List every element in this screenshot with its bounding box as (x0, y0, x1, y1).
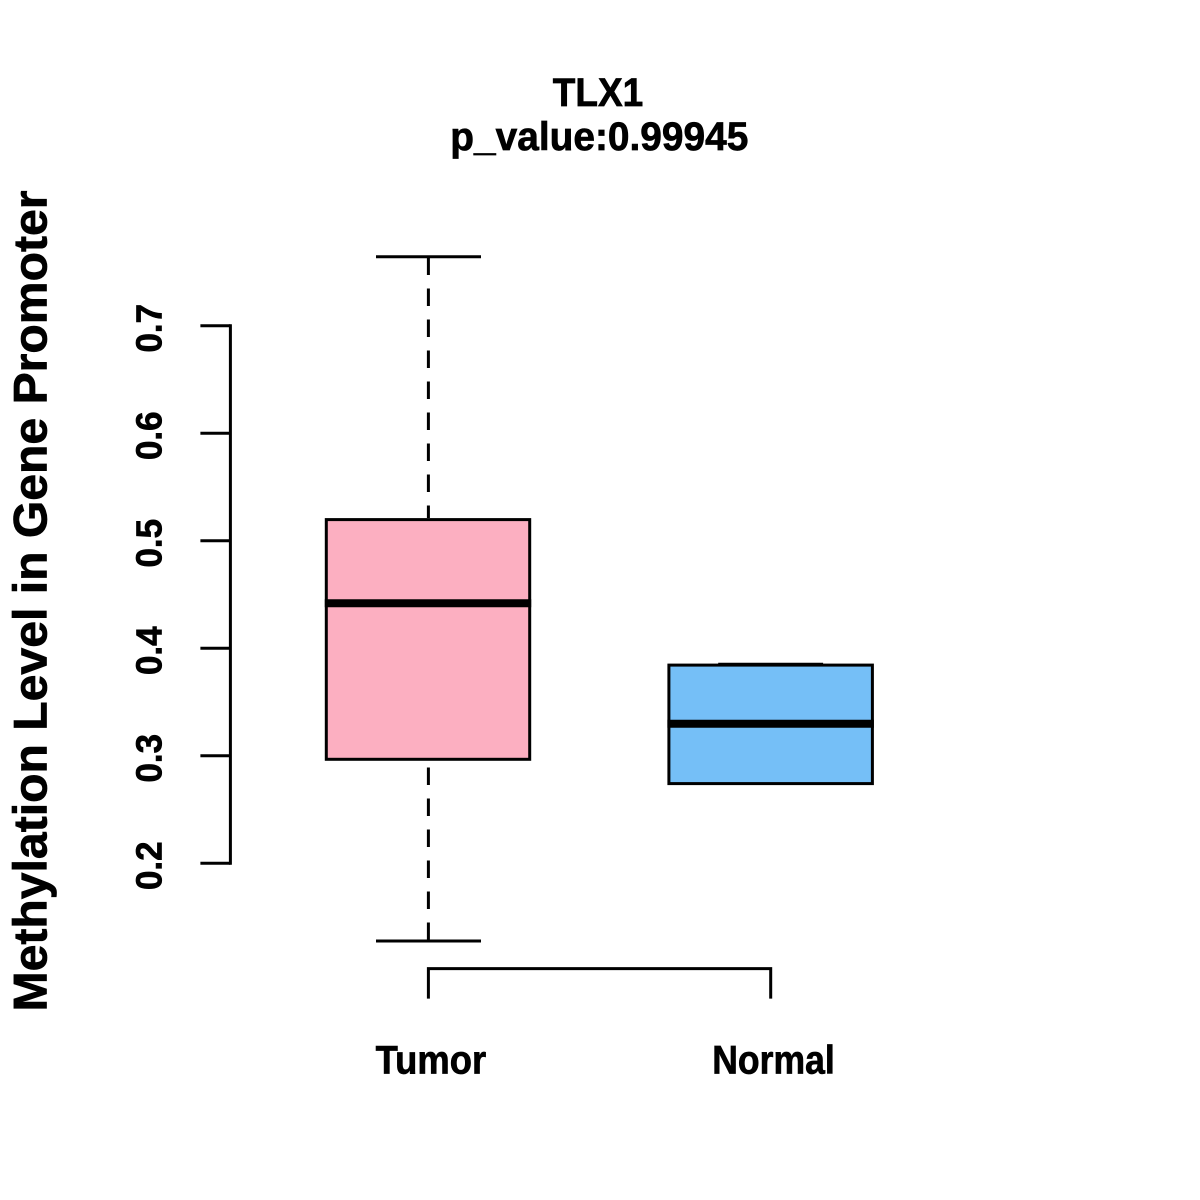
svg-text:Tumor: Tumor (376, 1039, 487, 1083)
svg-text:0.3: 0.3 (130, 734, 170, 783)
svg-text:Methylation Level in Gene Prom: Methylation Level in Gene Promoter (5, 191, 58, 1012)
svg-text:TLX1: TLX1 (553, 71, 644, 115)
svg-text:0.5: 0.5 (130, 519, 170, 568)
svg-text:0.7: 0.7 (130, 304, 170, 353)
svg-text:0.4: 0.4 (130, 626, 170, 675)
svg-text:Normal: Normal (712, 1039, 835, 1083)
svg-text:0.6: 0.6 (130, 411, 170, 460)
svg-text:0.2: 0.2 (130, 841, 170, 890)
svg-text:p_value:0.99945: p_value:0.99945 (450, 115, 748, 159)
